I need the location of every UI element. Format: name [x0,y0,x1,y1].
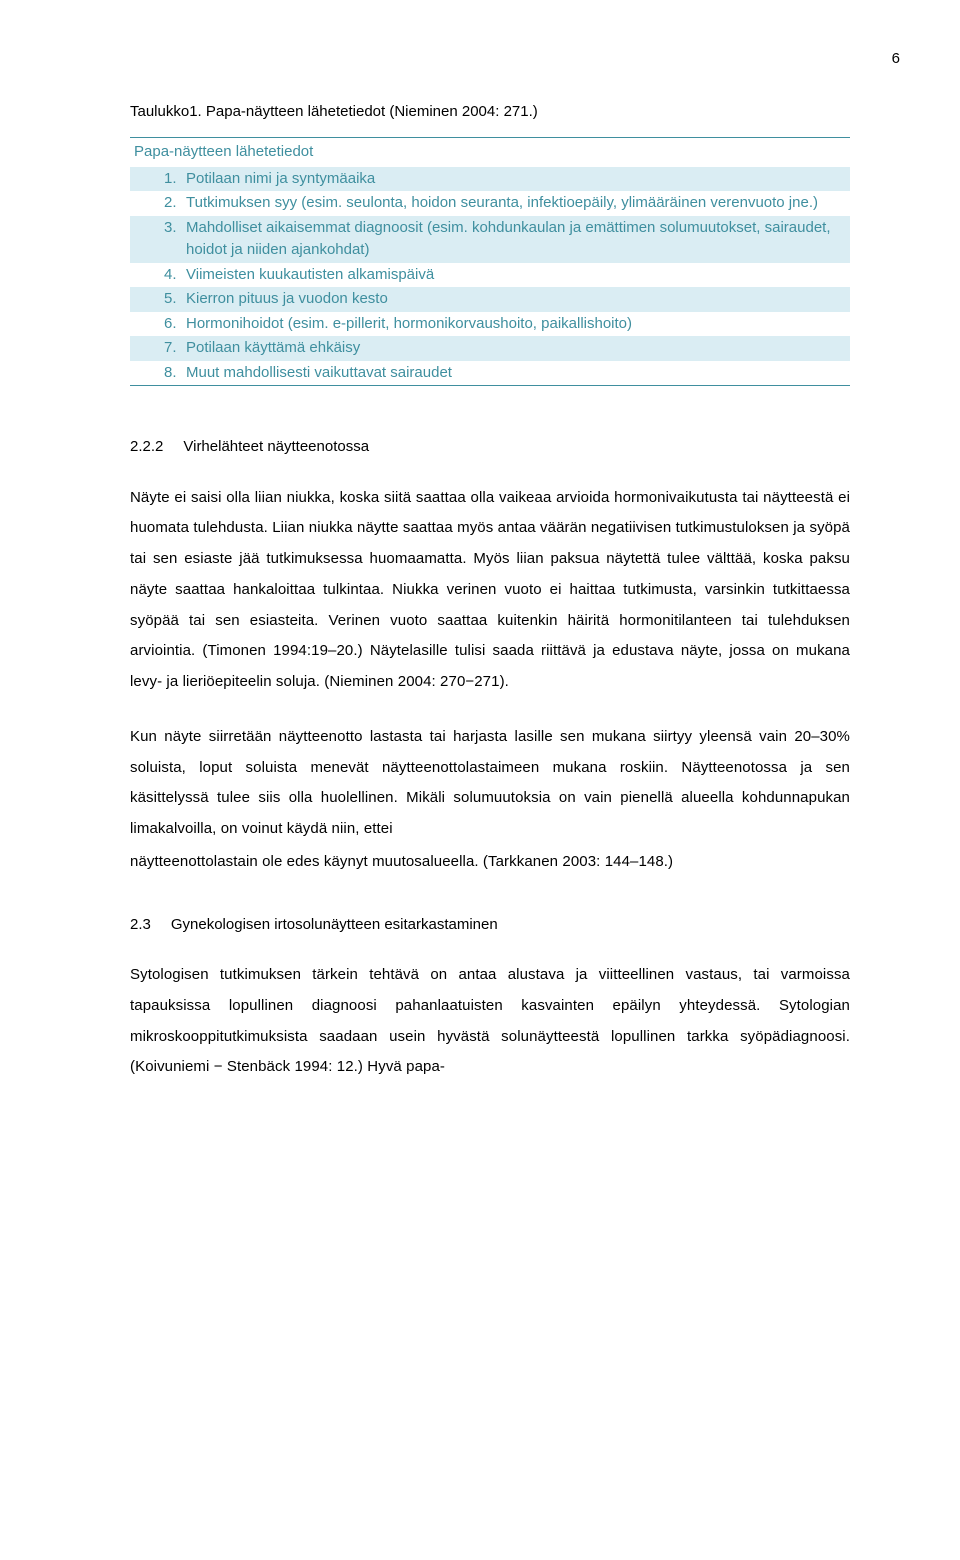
table-row: 2. Tutkimuksen syy (esim. seulonta, hoid… [130,191,850,216]
paragraph: näytteenottolastain ole edes käynyt muut… [130,847,850,878]
table-row: 4. Viimeisten kuukautisten alkamispäivä [130,263,850,288]
row-num: 3. [164,217,186,262]
table-row: 6. Hormonihoidot (esim. e-pillerit, horm… [130,312,850,337]
table-row: 7. Potilaan käyttämä ehkäisy [130,336,850,361]
paragraph: Sytologisen tutkimuksen tärkein tehtävä … [130,960,850,1083]
paragraph: Näyte ei saisi olla liian niukka, koska … [130,483,850,698]
table-row: 5. Kierron pituus ja vuodon kesto [130,287,850,312]
row-text: Hormonihoidot (esim. e-pillerit, hormoni… [186,313,846,336]
row-text: Tutkimuksen syy (esim. seulonta, hoidon … [186,192,846,215]
paragraph: Kun näyte siirretään näytteenotto lastas… [130,722,850,845]
section-number: 2.2.2 [130,438,163,455]
row-text: Potilaan käyttämä ehkäisy [186,337,846,360]
row-num: 8. [164,362,186,385]
section-number: 2.3 [130,916,151,933]
row-num: 5. [164,288,186,311]
table-row: 8. Muut mahdollisesti vaikuttavat sairau… [130,361,850,386]
section-title: Virhelähteet näytteenotossa [183,438,369,455]
row-num: 4. [164,264,186,287]
row-text: Potilaan nimi ja syntymäaika [186,168,846,191]
section-heading: 2.2.2 Virhelähteet näytteenotossa [130,436,850,459]
row-num: 1. [164,168,186,191]
row-num: 2. [164,192,186,215]
row-text: Mahdolliset aikaisemmat diagnoosit (esim… [186,217,846,262]
row-text: Viimeisten kuukautisten alkamispäivä [186,264,846,287]
page-number: 6 [130,48,900,71]
table: Papa-näytteen lähetetiedot 1. Potilaan n… [130,137,850,386]
section-heading: 2.3 Gynekologisen irtosolunäytteen esitar… [130,914,850,937]
table-row: 1. Potilaan nimi ja syntymäaika [130,167,850,192]
row-num: 6. [164,313,186,336]
row-text: Kierron pituus ja vuodon kesto [186,288,846,311]
row-text: Muut mahdollisesti vaikuttavat sairaudet [186,362,846,385]
table-caption: Taulukko1. Papa-näytteen lähetetiedot (N… [130,101,850,124]
row-num: 7. [164,337,186,360]
section-title: Gynekologisen irtosolunäytteen esitarkas… [171,916,498,933]
table-title: Papa-näytteen lähetetiedot [130,138,850,167]
table-row: 3. Mahdolliset aikaisemmat diagnoosit (e… [130,216,850,263]
